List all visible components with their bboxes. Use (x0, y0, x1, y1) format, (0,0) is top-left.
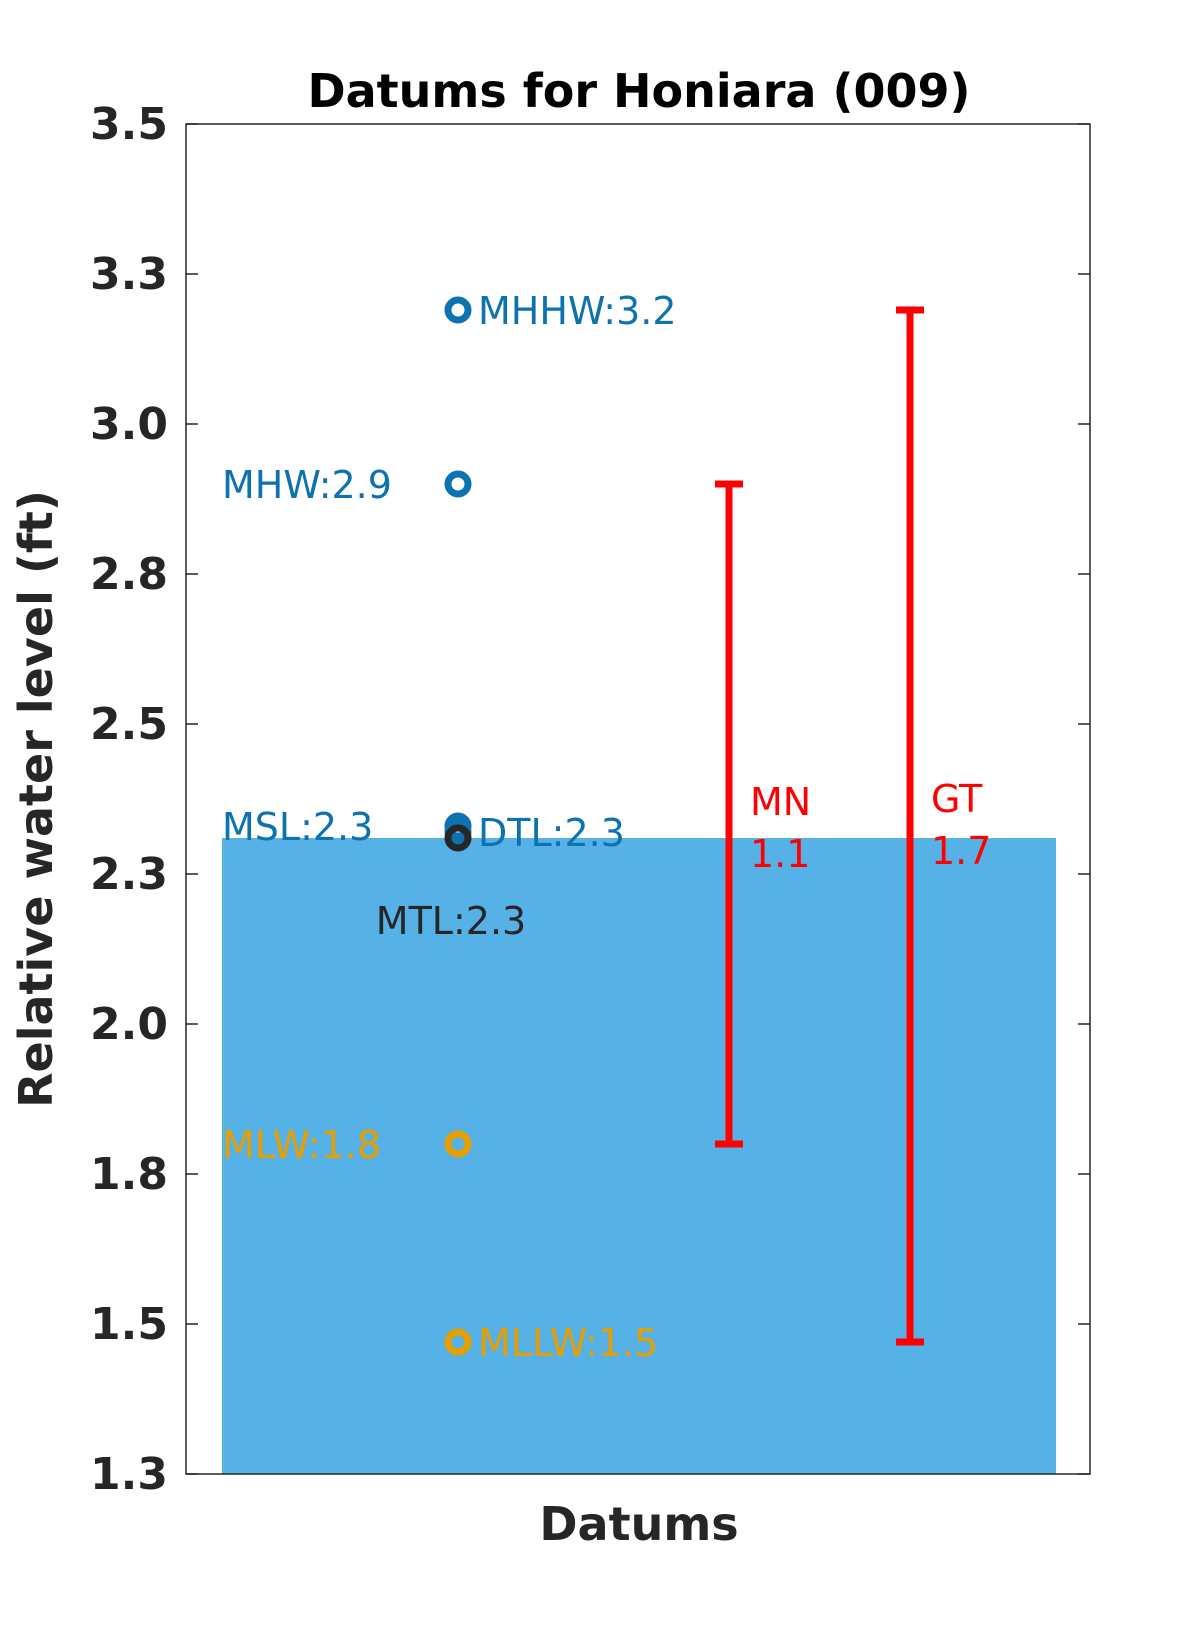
x-axis-label: Datums (539, 1497, 738, 1551)
range-value-mn: 1.1 (750, 832, 810, 876)
datum-label-mllw: MLLW:1.5 (478, 1321, 658, 1365)
y-tick-label: 1.3 (90, 1449, 168, 1500)
datum-label-mhw: MHW:2.9 (222, 463, 392, 507)
y-tick-label: 3.5 (90, 99, 168, 150)
y-tick-label: 2.0 (90, 999, 168, 1050)
y-tick-label: 2.3 (90, 849, 168, 900)
datum-markers: MHHW:3.2 MHW:2.9 MSL:2.3 DTL:2.3 MTL:2.3 MLW:… (222, 289, 677, 1365)
datum-label-msl: MSL:2.3 (222, 805, 373, 849)
plot-frame (185, 123, 1091, 1475)
background-bar (222, 838, 1056, 1474)
y-tick-label: 1.5 (90, 1299, 168, 1350)
range-bars: MN 1.1 GT 1.7 (715, 306, 991, 1346)
marker-mtl (444, 824, 472, 852)
range-value-gt: 1.7 (931, 829, 991, 873)
chart-title: Datums for Honiara (009) (307, 64, 970, 118)
y-tick-label: 3.3 (90, 249, 168, 300)
datum-label-mhhw: MHHW:3.2 (478, 289, 677, 333)
marker-mhw (444, 470, 472, 498)
y-tick-label: 3.0 (90, 399, 168, 450)
y-tick-label: 2.5 (90, 699, 168, 750)
datum-label-mtl: MTL:2.3 (376, 899, 526, 943)
y-tick-label: 2.8 (90, 549, 168, 600)
y-axis: 1.3 1.5 1.8 2.0 2.3 2.5 2.8 3.0 3.3 3.5 (90, 99, 1090, 1500)
range-label-gt: GT (931, 777, 983, 821)
marker-mllw (444, 1328, 472, 1356)
datum-label-mlw: MLW:1.8 (222, 1123, 381, 1167)
y-tick-label: 1.8 (90, 1149, 168, 1200)
y-axis-label: Relative water level (ft) (9, 490, 63, 1108)
marker-mlw (444, 1130, 472, 1158)
datum-label-dtl: DTL:2.3 (478, 811, 625, 855)
marker-mhhw (444, 296, 472, 324)
range-label-mn: MN (750, 780, 811, 824)
